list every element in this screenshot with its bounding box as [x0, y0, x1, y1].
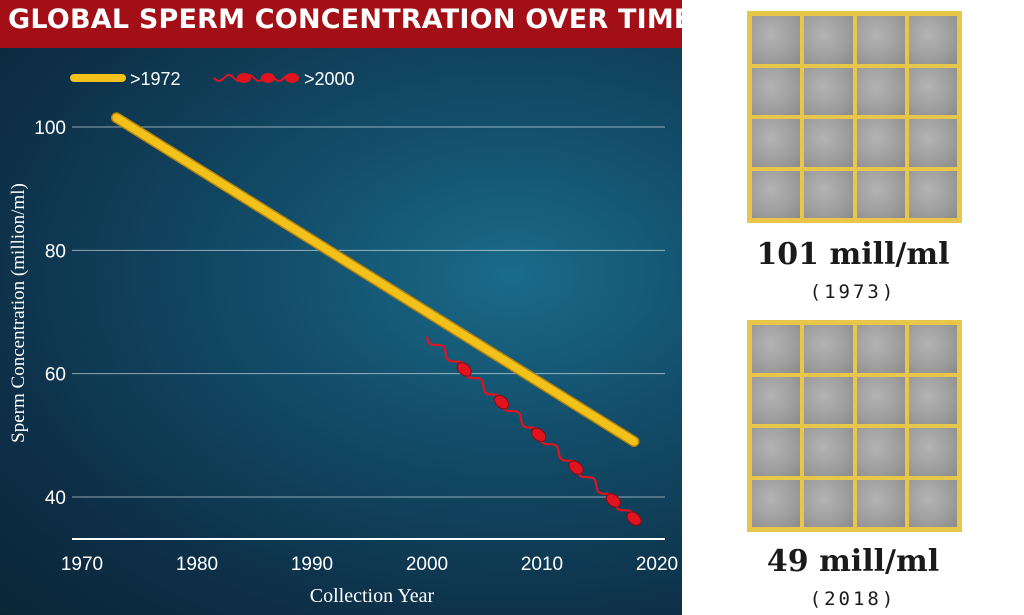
micro-grid-cell: [750, 14, 803, 66]
x-tick-label: 2020: [636, 554, 678, 575]
micro-grid-cell: [906, 168, 959, 220]
y-tick-label: 80: [45, 241, 66, 262]
micro-grid-cell: [854, 65, 907, 117]
y-tick-label: 100: [34, 118, 66, 139]
micro-grid-cell: [854, 14, 907, 66]
legend-swatch-2000-head: [285, 73, 299, 83]
micro-grid-cell: [802, 477, 855, 529]
series: [111, 112, 642, 526]
sample-year-2018: (2018): [809, 588, 897, 610]
series-2000-head: [456, 362, 472, 377]
micro-grid-cell: [854, 477, 907, 529]
micro-grid-cell: [802, 65, 855, 117]
micro-grid-cell: [750, 323, 803, 375]
micro-grid-cell: [802, 323, 855, 375]
micro-grid-cell: [750, 65, 803, 117]
legend-swatch-2000-head: [261, 73, 275, 83]
legend-label-1972: >1972: [130, 69, 181, 89]
micro-grid-cell: [750, 168, 803, 220]
y-tick-label: 60: [45, 365, 66, 386]
micro-grid-cell: [854, 426, 907, 478]
legend: >1972 >2000: [70, 69, 355, 89]
micro-grid-cell: [906, 374, 959, 426]
chart-title: GLOBAL SPERM CONCENTRATION OVER TIME: [8, 4, 693, 35]
micro-grid-cell: [854, 117, 907, 169]
x-tick-label: 1970: [61, 554, 103, 575]
sample-panel: 101 mill/ml (1973) 49 mill/ml (2018): [682, 0, 1024, 615]
micro-grid-cell: [906, 323, 959, 375]
micro-grid-cell: [906, 477, 959, 529]
legend-swatch-2000-head: [237, 73, 251, 83]
x-tick-label: 1990: [291, 554, 333, 575]
sample-year-1973: (1973): [809, 281, 897, 303]
legend-label-2000: >2000: [304, 69, 355, 89]
series-2000-head: [568, 460, 584, 475]
micro-grid-cell: [906, 14, 959, 66]
x-axis-title: Collection Year: [310, 585, 435, 607]
micro-grid-cell: [854, 374, 907, 426]
grid-lines: [72, 126, 665, 498]
axis-labels: 40 60 80 100 1970 1980 1990 2000 2010 2020 Collect…: [8, 118, 678, 607]
micro-grid-cell: [854, 168, 907, 220]
micro-grid-cell: [750, 117, 803, 169]
micro-grid-cell: [802, 374, 855, 426]
micro-grid-cell: [802, 168, 855, 220]
series-2000-head: [605, 493, 621, 508]
micro-grid-cell: [906, 426, 959, 478]
x-tick-label: 1980: [176, 554, 218, 575]
y-tick-label: 40: [45, 488, 66, 509]
micro-grid-cell: [750, 374, 803, 426]
micro-grid-cell: [750, 477, 803, 529]
chart-background: [0, 48, 682, 615]
micro-grid-cell: [750, 426, 803, 478]
x-tick-label: 2000: [406, 554, 448, 575]
series-2000-head: [626, 511, 642, 526]
legend-swatch-2000-tail: [213, 74, 295, 82]
x-tick-label: 2010: [521, 554, 563, 575]
series-2000-head: [494, 394, 510, 410]
line-chart: >1972 >2000 40 60 80 100 1970 1980 1990 2000 2010…: [8, 69, 678, 607]
micro-grid-cell: [802, 117, 855, 169]
micro-grid-cell: [906, 117, 959, 169]
series-2000-head: [531, 427, 547, 443]
micro-grid-cell: [802, 426, 855, 478]
sample-value-2018: 49 mill/ml: [766, 544, 940, 579]
y-axis-title: Sperm Concentration (million/ml): [8, 183, 29, 443]
micro-grid-cell: [906, 65, 959, 117]
micro-grid-2018: [747, 320, 962, 532]
series-1972-line: [112, 113, 638, 446]
micro-grid-1973: [747, 11, 962, 223]
sample-value-1973: 101 mill/ml: [756, 237, 950, 272]
title-bar: GLOBAL SPERM CONCENTRATION OVER TIME: [0, 0, 692, 48]
micro-grid-cell: [854, 323, 907, 375]
micro-grid-cell: [802, 14, 855, 66]
